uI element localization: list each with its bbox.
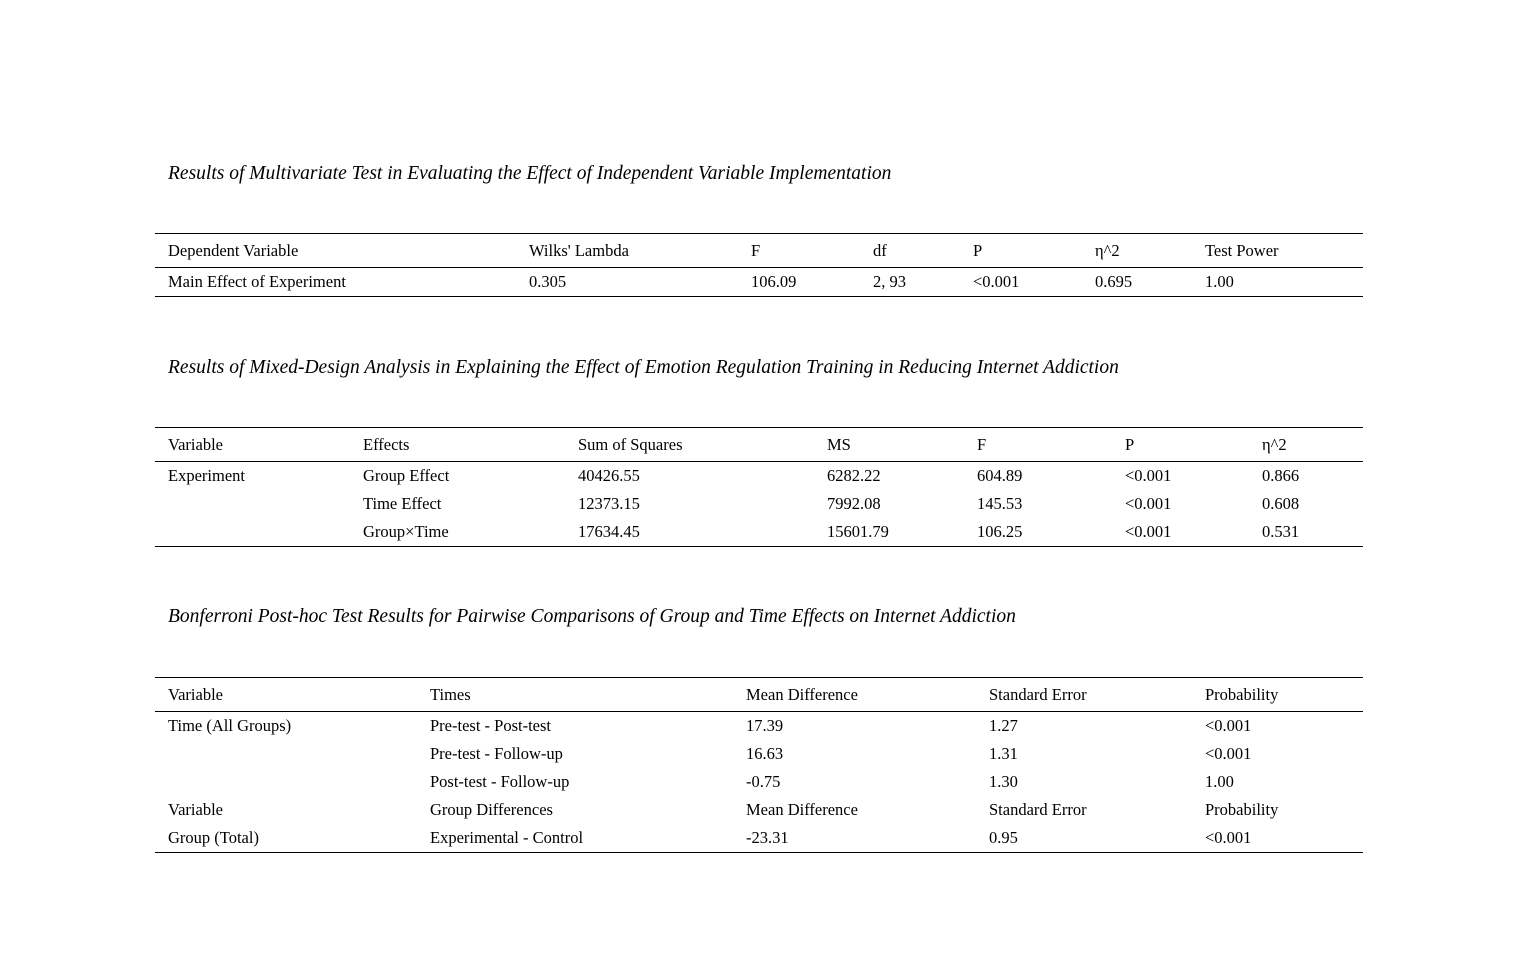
table-cell: Time Effect <box>363 494 442 513</box>
table-cell: Post-test - Follow-up <box>430 772 570 791</box>
table-row: Experiment Group Effect 40426.55 6282.22… <box>155 462 1363 491</box>
table-cell: Standard Error <box>989 800 1087 819</box>
column-header: η^2 <box>1249 427 1363 462</box>
column-header: Effects <box>350 427 565 462</box>
header-row: Variable Effects Sum of Squares MS F P η… <box>155 427 1363 462</box>
table-cell: 106.25 <box>977 522 1023 541</box>
table-row: Time (All Groups) Pre-test - Post-test 1… <box>155 712 1363 741</box>
column-header: Variable <box>155 677 417 712</box>
table-cell: 40426.55 <box>578 466 640 485</box>
table-row: Group (Total) Experimental - Control -23… <box>155 824 1363 853</box>
table-cell: Probability <box>1205 800 1279 819</box>
table-cell <box>155 740 417 768</box>
table-cell: 1.00 <box>1205 772 1234 791</box>
table-cell: Group (Total) <box>168 828 259 847</box>
table-cell: 0.95 <box>989 828 1018 847</box>
column-header: df <box>860 233 960 268</box>
table-cell: <0.001 <box>1205 744 1252 763</box>
table-cell: <0.001 <box>973 272 1020 291</box>
bonferroni-posthoc-table: Variable Times Mean Difference Standard … <box>155 677 1363 853</box>
table2-title: Results of Mixed-Design Analysis in Expl… <box>168 357 1119 378</box>
table-cell: <0.001 <box>1125 466 1172 485</box>
column-header: Probability <box>1192 677 1363 712</box>
table-row: Group×Time 17634.45 15601.79 106.25 <0.0… <box>155 518 1363 547</box>
table-cell: 7992.08 <box>827 494 881 513</box>
table-cell: 12373.15 <box>578 494 640 513</box>
table-cell: 145.53 <box>977 494 1023 513</box>
header-row: Variable Times Mean Difference Standard … <box>155 677 1363 712</box>
table-cell: <0.001 <box>1205 716 1252 735</box>
table-cell: 1.27 <box>989 716 1018 735</box>
table-cell: 0.608 <box>1262 494 1300 513</box>
column-header: Mean Difference <box>733 677 976 712</box>
table-cell <box>155 490 350 518</box>
table1-title: Results of Multivariate Test in Evaluati… <box>168 163 892 184</box>
table-cell: Group Effect <box>363 466 450 485</box>
table-cell: 106.09 <box>751 272 797 291</box>
table-cell: Group×Time <box>363 522 449 541</box>
table-cell: Main Effect of Experiment <box>168 272 346 291</box>
table-cell: Experimental - Control <box>430 828 584 847</box>
column-header: F <box>738 233 860 268</box>
column-header: Standard Error <box>976 677 1192 712</box>
column-header: Times <box>417 677 733 712</box>
table3-title: Bonferroni Post-hoc Test Results for Pai… <box>168 606 1016 627</box>
table-cell: 0.866 <box>1262 466 1300 485</box>
table-cell: 0.531 <box>1262 522 1300 541</box>
column-header: P <box>1112 427 1249 462</box>
table-cell: 604.89 <box>977 466 1023 485</box>
table-row: Variable Group Differences Mean Differen… <box>155 796 1363 824</box>
table-cell <box>155 518 350 547</box>
table-cell: -23.31 <box>746 828 789 847</box>
table-cell: 17634.45 <box>578 522 640 541</box>
column-header: Dependent Variable <box>155 233 516 268</box>
table-cell: Pre-test - Post-test <box>430 716 551 735</box>
column-header: F <box>964 427 1112 462</box>
table-cell: 17.39 <box>746 716 784 735</box>
column-header: Variable <box>155 427 350 462</box>
table-cell: Group Differences <box>430 800 553 819</box>
header-row: Dependent Variable Wilks' Lambda F df P … <box>155 233 1363 268</box>
column-header: Wilks' Lambda <box>516 233 738 268</box>
table-row: Main Effect of Experiment 0.305 106.09 2… <box>155 268 1363 297</box>
table-cell: -0.75 <box>746 772 781 791</box>
column-header: P <box>960 233 1082 268</box>
table-cell: Variable <box>168 800 223 819</box>
table-row: Pre-test - Follow-up 16.63 1.31 <0.001 <box>155 740 1363 768</box>
table-cell: 0.695 <box>1095 272 1133 291</box>
table-cell: <0.001 <box>1125 494 1172 513</box>
table-cell: Time (All Groups) <box>168 716 292 735</box>
table-cell: 1.31 <box>989 744 1018 763</box>
table-cell: 1.00 <box>1205 272 1234 291</box>
table-cell <box>155 768 417 796</box>
column-header: Test Power <box>1192 233 1363 268</box>
table-row: Time Effect 12373.15 7992.08 145.53 <0.0… <box>155 490 1363 518</box>
table-cell: Experiment <box>168 466 245 485</box>
table-cell: 1.30 <box>989 772 1018 791</box>
table-cell: 0.305 <box>529 272 567 291</box>
table-cell: Pre-test - Follow-up <box>430 744 563 763</box>
column-header: MS <box>814 427 964 462</box>
table-cell: 15601.79 <box>827 522 889 541</box>
table-cell: 6282.22 <box>827 466 881 485</box>
table-cell: 2, 93 <box>873 272 906 291</box>
column-header: η^2 <box>1082 233 1192 268</box>
table-cell: <0.001 <box>1125 522 1172 541</box>
table-row: Post-test - Follow-up -0.75 1.30 1.00 <box>155 768 1363 796</box>
table-cell: 16.63 <box>746 744 784 763</box>
multivariate-test-table: Dependent Variable Wilks' Lambda F df P … <box>155 233 1363 297</box>
column-header: Sum of Squares <box>565 427 814 462</box>
table-cell: Mean Difference <box>746 800 858 819</box>
mixed-design-analysis-table: Variable Effects Sum of Squares MS F P η… <box>155 427 1363 547</box>
table-cell: <0.001 <box>1205 828 1252 847</box>
